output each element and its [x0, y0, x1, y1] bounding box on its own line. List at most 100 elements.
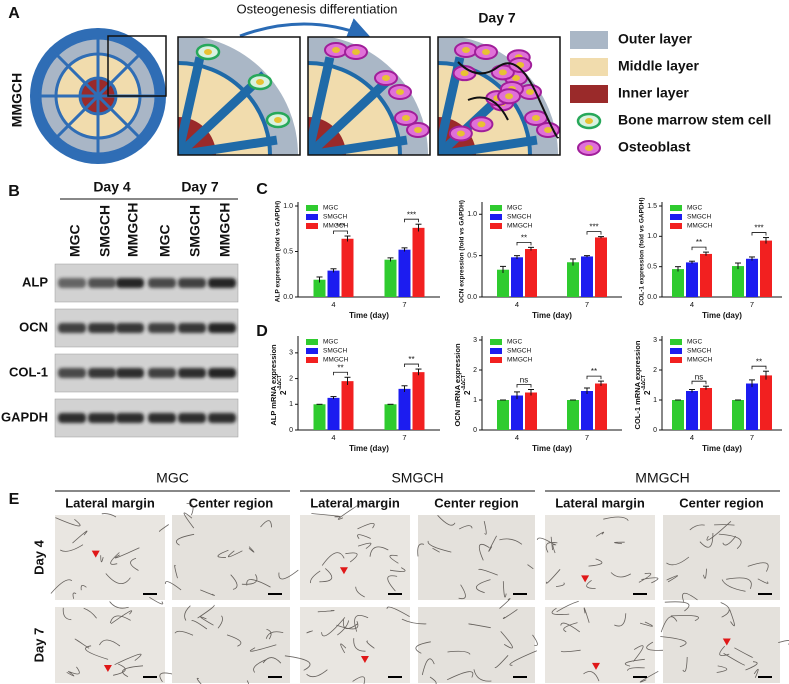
protein-label: OCN	[19, 319, 48, 334]
micrograph-fiber	[660, 601, 789, 678]
x-tick-label: 4	[690, 300, 694, 309]
panel-label: C	[256, 181, 268, 198]
micrograph-fiber	[310, 503, 406, 598]
blot-band	[178, 368, 206, 378]
protein-label: ALP	[22, 274, 48, 289]
legend-swatch	[490, 357, 502, 363]
legend-swatch	[490, 339, 502, 345]
x-axis-label: Time (day)	[702, 444, 742, 453]
y-axis-formula: 2-ΔΔCT	[277, 375, 288, 395]
x-axis-label: Time (day)	[349, 444, 389, 453]
y-tick-label: 1.0	[283, 203, 293, 210]
legend-swatch	[670, 357, 682, 363]
micrograph-fiber	[536, 516, 659, 589]
legend-label: SMGCH	[507, 348, 532, 355]
x-tick-label: 7	[585, 300, 589, 309]
blot-band	[178, 278, 206, 288]
column-title: Lateral margin	[310, 495, 400, 510]
bar	[746, 258, 758, 297]
panel-label: B	[8, 183, 20, 200]
y-tick-label: 1.5	[647, 203, 657, 210]
y-axis-label: ALP mRNA expression	[269, 344, 278, 426]
micrograph-bg	[663, 607, 780, 683]
bar	[686, 391, 698, 430]
group-label: MGC	[157, 224, 173, 257]
nucleus	[532, 115, 540, 121]
x-tick-label: 4	[690, 433, 694, 442]
blot-band	[116, 278, 144, 288]
group-label: SMGCH	[187, 205, 203, 257]
zoom-content	[438, 37, 560, 155]
legend-label: MGC	[507, 205, 522, 212]
significance-label: **	[591, 367, 597, 376]
significance-label: **	[756, 357, 762, 366]
bar	[313, 404, 326, 430]
legend-label: SMGCH	[323, 214, 348, 221]
nucleus	[332, 47, 340, 53]
y-tick-label: 0.5	[647, 264, 657, 271]
bar	[672, 400, 684, 430]
y-tick-label: 1	[289, 401, 293, 408]
micrograph-bg	[663, 515, 780, 600]
y-tick-label: 3	[653, 337, 657, 344]
channel	[308, 56, 335, 155]
micrograph-bg	[418, 515, 535, 600]
legend-label: Osteoblast	[618, 139, 691, 155]
bar	[686, 262, 698, 297]
y-axis-label: ALP expression (fold vs GAPDH)	[275, 201, 282, 302]
nucleus	[526, 89, 534, 95]
bar	[672, 269, 684, 297]
group-label: MGC	[67, 224, 83, 257]
x-tick-label: 7	[750, 433, 754, 442]
micrograph-fiber	[417, 515, 534, 600]
arrow	[239, 18, 372, 41]
legend-label: MGC	[687, 339, 702, 346]
micrograph	[401, 598, 538, 684]
significance-bracket	[404, 218, 419, 223]
legend-label: MMGCH	[323, 223, 349, 230]
micrograph-fiber	[666, 521, 769, 603]
legend-swatch	[670, 214, 682, 220]
zoom-content	[178, 37, 300, 155]
y-tick-label: 0.5	[283, 248, 293, 255]
significance-bracket	[516, 384, 532, 388]
bar	[511, 257, 523, 297]
frame	[437, 36, 561, 156]
nucleus	[460, 70, 469, 77]
legend-swatch	[306, 205, 318, 211]
x-tick-label: 7	[402, 300, 406, 309]
legend-label: MGC	[507, 339, 522, 346]
group-label: MMGCH	[217, 203, 233, 257]
blot-band	[208, 323, 236, 333]
micrograph-fiber	[284, 606, 410, 684]
significance-label: **	[337, 363, 343, 372]
y-tick-label: 1.0	[467, 211, 477, 218]
micrograph-fiber	[164, 502, 299, 596]
y-axis-label: COL-1 expression (fold vs GAPDH)	[639, 198, 646, 306]
column-title: Center region	[434, 495, 519, 510]
day-label: Day 4	[93, 179, 131, 195]
legend-label: MMGCH	[507, 223, 533, 230]
significance-bracket	[333, 230, 348, 235]
micrograph-bg	[172, 607, 290, 683]
bar	[595, 237, 607, 297]
legend-label: SMGCH	[507, 214, 532, 221]
nucleus	[382, 75, 390, 81]
row-label: Day 4	[31, 539, 46, 574]
significance-bracket	[691, 246, 707, 251]
legend-label: MMGCH	[323, 357, 349, 364]
bar	[700, 253, 712, 297]
legend-label: SMGCH	[687, 214, 712, 221]
column-title: Center region	[679, 495, 764, 510]
significance-bracket	[516, 241, 532, 246]
y-tick-label: 2	[473, 367, 477, 374]
x-axis-label: Time (day)	[532, 444, 572, 453]
nucleus	[544, 127, 552, 133]
y-tick-label: 2	[289, 375, 293, 382]
blot-band	[208, 278, 236, 288]
y-tick-label: 2	[653, 367, 657, 374]
shell	[308, 61, 402, 155]
channel	[308, 135, 408, 155]
nucleus	[396, 89, 404, 95]
arrowhead	[91, 550, 100, 558]
